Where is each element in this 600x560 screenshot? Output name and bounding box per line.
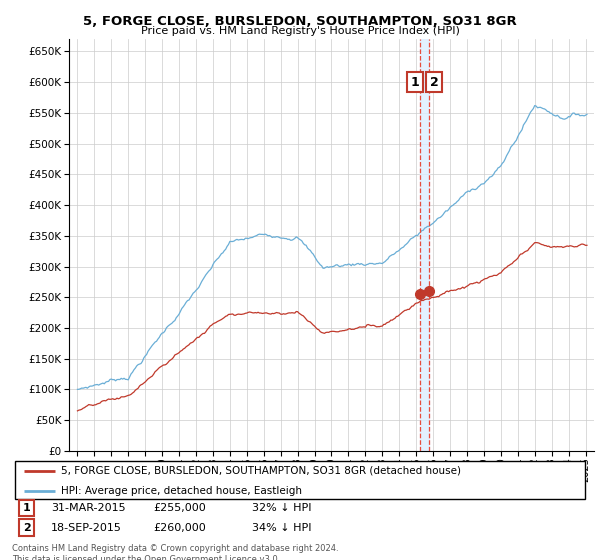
Text: 5, FORGE CLOSE, BURSLEDON, SOUTHAMPTON, SO31 8GR (detached house): 5, FORGE CLOSE, BURSLEDON, SOUTHAMPTON, … (61, 465, 461, 475)
FancyBboxPatch shape (15, 461, 585, 499)
Text: 31-MAR-2015: 31-MAR-2015 (51, 503, 125, 513)
Text: £260,000: £260,000 (153, 522, 206, 533)
Text: 2: 2 (23, 522, 31, 533)
Text: 1: 1 (411, 76, 419, 88)
Text: HPI: Average price, detached house, Eastleigh: HPI: Average price, detached house, East… (61, 486, 302, 496)
Text: 32% ↓ HPI: 32% ↓ HPI (252, 503, 311, 513)
Text: 2: 2 (430, 76, 439, 88)
Text: £255,000: £255,000 (153, 503, 206, 513)
Text: 1: 1 (23, 503, 31, 513)
Text: 34% ↓ HPI: 34% ↓ HPI (252, 522, 311, 533)
Text: Price paid vs. HM Land Registry's House Price Index (HPI): Price paid vs. HM Land Registry's House … (140, 26, 460, 36)
Text: 5, FORGE CLOSE, BURSLEDON, SOUTHAMPTON, SO31 8GR: 5, FORGE CLOSE, BURSLEDON, SOUTHAMPTON, … (83, 15, 517, 27)
Text: Contains HM Land Registry data © Crown copyright and database right 2024.
This d: Contains HM Land Registry data © Crown c… (12, 544, 338, 560)
Bar (421, 39, 429, 451)
Text: 18-SEP-2015: 18-SEP-2015 (51, 522, 122, 533)
